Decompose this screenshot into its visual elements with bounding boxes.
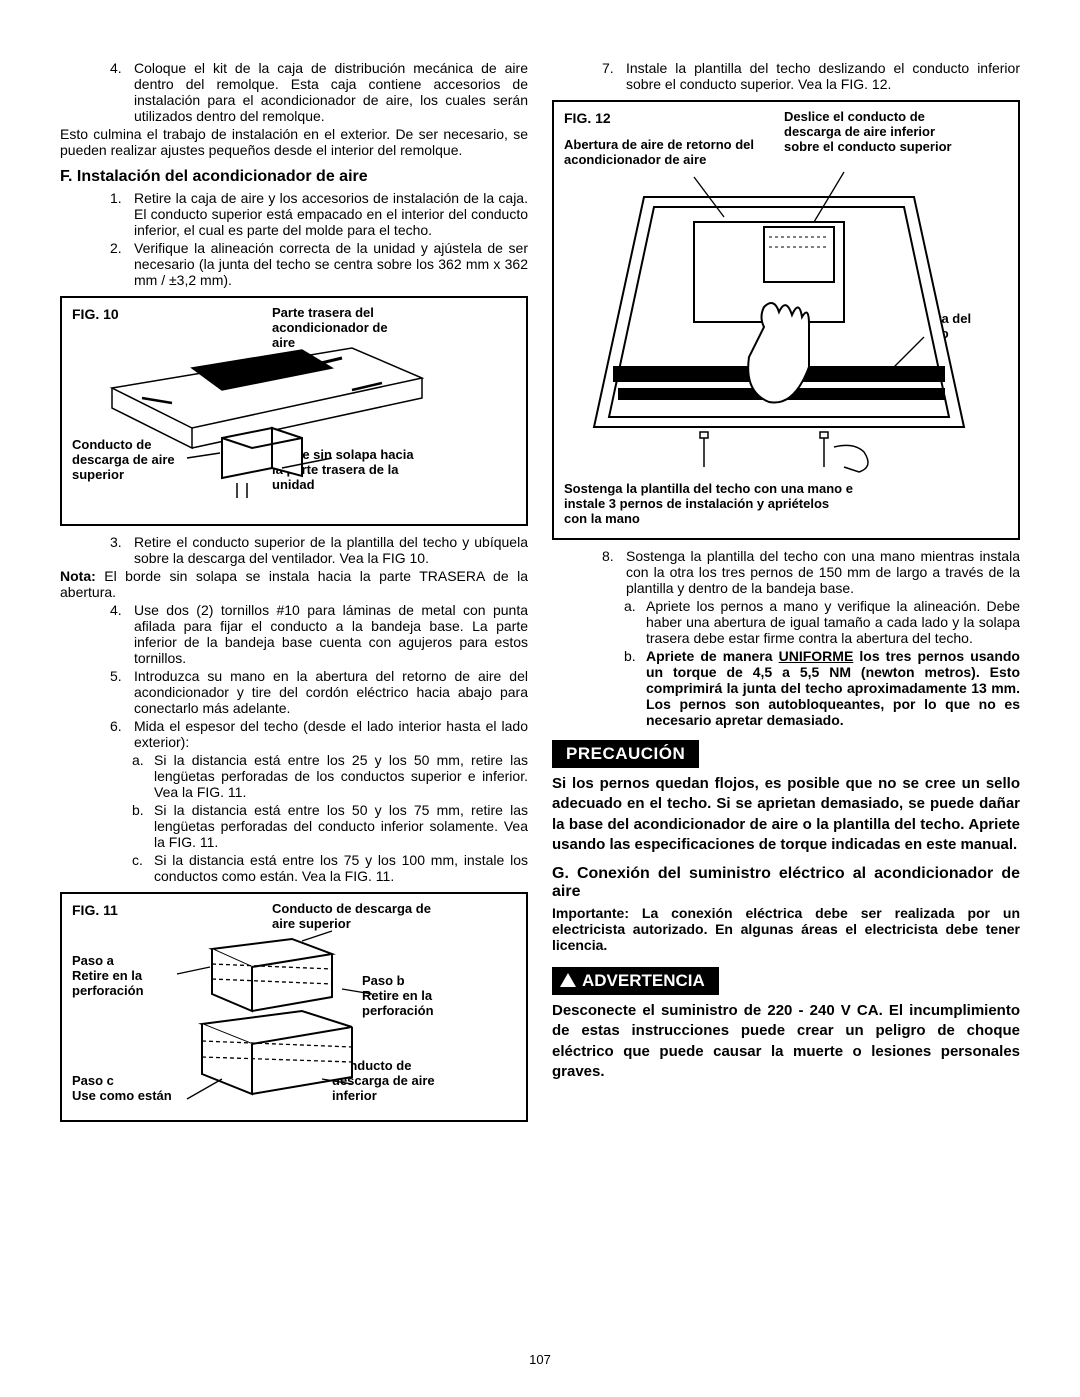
paragraph: Esto culmina el trabajo de instalación e…	[60, 126, 528, 158]
sublist-letter: a.	[624, 598, 646, 646]
sublist-letter: a.	[132, 752, 154, 800]
list-item: 6. Mida el espesor del techo (desde el l…	[110, 718, 528, 750]
importante-text: Importante: La conexión eléctrica debe s…	[552, 905, 1020, 953]
sublist-item: c. Si la distancia está entre los 75 y l…	[132, 852, 528, 884]
figure-12: FIG. 12 Abertura de aire de retorno del …	[552, 100, 1020, 540]
text-segment: Apriete de manera	[646, 648, 779, 664]
warning-text: Desconecte el suministro de 220 - 240 V …	[552, 1001, 1020, 1082]
figure-10: FIG. 10 Parte trasera del acondicionador…	[60, 296, 528, 526]
figure-11: FIG. 11 Conducto de descarga de aire sup…	[60, 892, 528, 1122]
list-item: 7. Instale la plantilla del techo desliz…	[602, 60, 1020, 92]
figure-label: Abertura de aire de retorno del acondici…	[564, 138, 764, 168]
list-text: Introduzca su mano en la abertura del re…	[134, 668, 528, 716]
warning-triangle-icon	[560, 973, 576, 987]
list-number: 5.	[110, 668, 134, 716]
list-text: Coloque el kit de la caja de distribució…	[134, 60, 528, 124]
sublist-item: b. Si la distancia está entre los 50 y l…	[132, 802, 528, 850]
sublist-letter: c.	[132, 852, 154, 884]
list-item: 8. Sostenga la plantilla del techo con u…	[602, 548, 1020, 596]
sublist-text: Apriete los pernos a mano y verifique la…	[646, 598, 1020, 646]
list-item: 5. Introduzca su mano en la abertura del…	[110, 668, 528, 716]
caution-text: Si los pernos quedan flojos, es posible …	[552, 774, 1020, 855]
list-text: Retire el conducto superior de la planti…	[134, 534, 528, 566]
sublist-text: Si la distancia está entre los 25 y los …	[154, 752, 528, 800]
list-text: Instale la plantilla del techo deslizand…	[626, 60, 1020, 92]
list-item: 2. Verifique la alineación correcta de l…	[110, 240, 528, 288]
list-number: 7.	[602, 60, 626, 92]
list-item: 1. Retire la caja de aire y los accesori…	[110, 190, 528, 238]
text-underline: UNIFORME	[779, 648, 854, 664]
list-text: Sostenga la plantilla del techo con una …	[626, 548, 1020, 596]
list-text: Mida el espesor del techo (desde el lado…	[134, 718, 528, 750]
sublist-item: a. Si la distancia está entre los 25 y l…	[132, 752, 528, 800]
list-item: 4. Use dos (2) tornillos #10 para lámina…	[110, 602, 528, 666]
caution-badge: PRECAUCIÓN	[552, 740, 699, 768]
list-text: Use dos (2) tornillos #10 para láminas d…	[134, 602, 528, 666]
warning-badge: ADVERTENCIA	[552, 967, 719, 995]
list-item: 3. Retire el conducto superior de la pla…	[110, 534, 528, 566]
list-item: 4. Coloque el kit de la caja de distribu…	[110, 60, 528, 124]
list-number: 8.	[602, 548, 626, 596]
list-number: 1.	[110, 190, 134, 238]
note-paragraph: Nota: El borde sin solapa se instala hac…	[60, 568, 528, 600]
sublist-letter: b.	[132, 802, 154, 850]
sublist-text: Si la distancia está entre los 50 y los …	[154, 802, 528, 850]
sublist-text: Si la distancia está entre los 75 y los …	[154, 852, 528, 884]
sublist-item: b. Apriete de manera UNIFORME los tres p…	[624, 648, 1020, 728]
sublist-letter: b.	[624, 648, 646, 728]
sublist-item: a. Apriete los pernos a mano y verifique…	[624, 598, 1020, 646]
page-number: 107	[60, 1352, 1020, 1367]
page-content: 4. Coloque el kit de la caja de distribu…	[60, 60, 1020, 1340]
list-text: Retire la caja de aire y los accesorios …	[134, 190, 528, 238]
list-number: 4.	[110, 602, 134, 666]
note-text: Nota: El borde sin solapa se instala hac…	[60, 568, 528, 600]
section-heading-f: F. Instalación del acondicionador de air…	[60, 168, 528, 186]
list-number: 2.	[110, 240, 134, 288]
section-heading-g: G. Conexión del suministro eléctrico al …	[552, 865, 1020, 901]
list-number: 4.	[110, 60, 134, 124]
warning-label: ADVERTENCIA	[582, 971, 705, 990]
sublist-text-bold: Apriete de manera UNIFORME los tres pern…	[646, 648, 1020, 728]
figure-label: Deslice el conducto de descarga de aire …	[784, 110, 964, 155]
list-number: 3.	[110, 534, 134, 566]
list-number: 6.	[110, 718, 134, 750]
list-text: Verifique la alineación correcta de la u…	[134, 240, 528, 288]
figure-12-diagram	[564, 167, 994, 527]
figure-11-diagram	[72, 919, 492, 1119]
figure-10-diagram	[72, 328, 492, 518]
